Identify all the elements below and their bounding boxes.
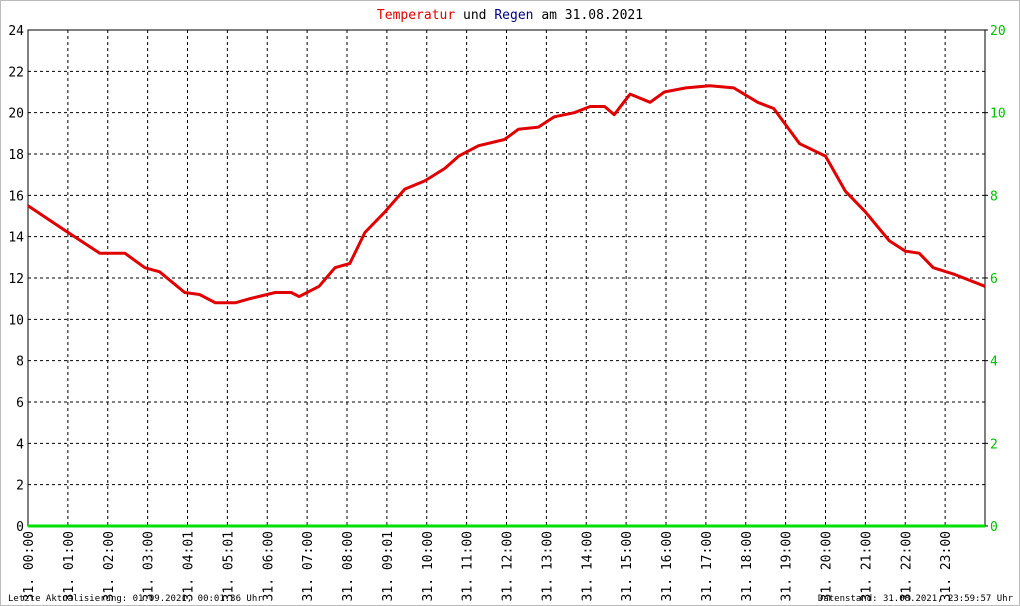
title-series: Regen xyxy=(494,8,533,23)
x-tick-label: 31. 08:00 xyxy=(341,531,356,601)
x-tick-label: 31. 17:00 xyxy=(700,531,715,601)
y2-tick-label: 4 xyxy=(990,355,998,370)
y2-tick-label: 0 xyxy=(990,520,998,535)
y-tick-label: 2 xyxy=(16,479,24,494)
y2-tick-label: 20 xyxy=(990,24,1006,39)
y-tick-label: 18 xyxy=(8,148,24,163)
x-tick-label: 31. 16:00 xyxy=(660,531,675,601)
y-tick-label: 22 xyxy=(8,65,24,80)
title-date: am 31.08.2021 xyxy=(541,8,643,23)
y2-tick-label: 8 xyxy=(990,189,998,204)
y2-tick-label: 10 xyxy=(990,107,1006,122)
x-tick-label: 31. 03:00 xyxy=(142,531,157,601)
x-tick-label: 31. 19:00 xyxy=(780,531,795,601)
chart-title: Temperatur und Regen am 31.08.2021 xyxy=(377,8,643,23)
x-tick-label: 31. 14:00 xyxy=(580,531,595,601)
y-tick-label: 0 xyxy=(16,520,24,535)
x-tick-label: 31. 00:00 xyxy=(22,531,37,601)
x-tick-label: 31. 02:00 xyxy=(102,531,117,601)
x-tick-label: 31. 05:01 xyxy=(221,531,236,601)
x-tick-label: 31. 09:01 xyxy=(381,531,396,601)
y-tick-label: 8 xyxy=(16,355,24,370)
title-series: Temperatur xyxy=(377,8,455,23)
footer-right: Datenstand: 31.08.2021, 23:59:57 Uhr xyxy=(818,594,1014,604)
y-tick-label: 6 xyxy=(16,396,24,411)
x-tick-label: 31. 13:00 xyxy=(540,531,555,601)
x-tick-label: 31. 04:01 xyxy=(182,531,197,601)
y-tick-label: 4 xyxy=(16,437,24,452)
footer-left: Letzte Aktualisierung: 01.09.2021, 00:01… xyxy=(8,594,263,604)
x-tick-label: 31. 22:00 xyxy=(899,531,914,601)
title-join: und xyxy=(463,8,486,23)
y-tick-label: 24 xyxy=(8,24,24,39)
x-tick-label: 31. 15:00 xyxy=(620,531,635,601)
y-tick-label: 12 xyxy=(8,272,24,287)
y-tick-label: 14 xyxy=(8,231,24,246)
series-line xyxy=(27,84,986,305)
x-tick-label: 31. 20:00 xyxy=(820,531,835,601)
y-tick-label: 20 xyxy=(8,107,24,122)
x-tick-label: 31. 01:00 xyxy=(62,531,77,601)
y2-tick-label: 2 xyxy=(990,437,998,452)
x-tick-label: 31. 12:00 xyxy=(501,531,516,601)
y2-tick-label: 6 xyxy=(990,272,998,287)
x-tick-label: 31. 21:00 xyxy=(859,531,874,601)
x-tick-label: 31. 18:00 xyxy=(740,531,755,601)
x-tick-label: 31. 23:00 xyxy=(939,531,954,601)
x-tick-label: 31. 11:00 xyxy=(461,531,476,601)
y-tick-label: 10 xyxy=(8,313,24,328)
x-tick-label: 31. 06:00 xyxy=(261,531,276,601)
x-tick-label: 31. 10:00 xyxy=(421,531,436,601)
y-tick-label: 16 xyxy=(8,189,24,204)
x-tick-label: 31. 07:00 xyxy=(301,531,316,601)
